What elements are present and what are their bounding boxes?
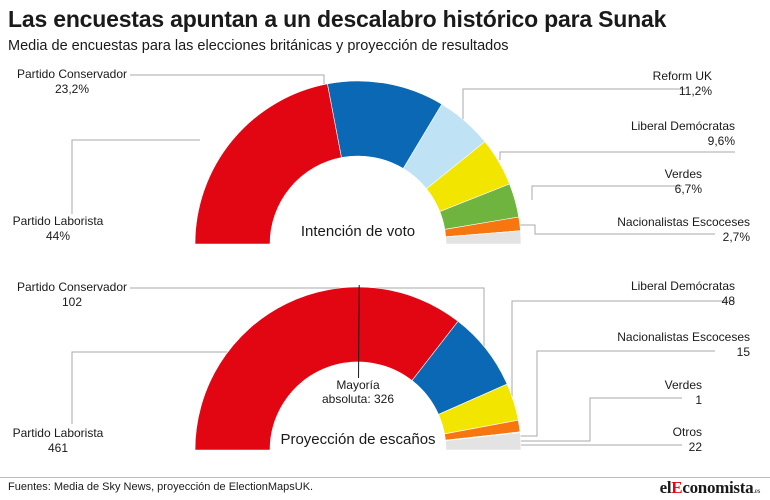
leader-line-partido-laborista (71, 351, 240, 424)
label-nacionalistas-escoceses: Nacionalistas Escoceses 2,7% (617, 215, 750, 244)
chart-subtitle: Media de encuestas para las elecciones b… (8, 38, 509, 54)
majority-label-line1: Mayoría (336, 378, 380, 392)
label-verdes: Verdes 1 (665, 378, 703, 407)
label-name-liberal-democratas: Liberal Demócratas (631, 279, 735, 293)
label-value-partido-conservador: 102 (62, 295, 82, 309)
slice-otros (445, 432, 522, 451)
label-name-nacionalistas-escoceses: Nacionalistas Escoceses (617, 330, 750, 344)
slice-unlabelled (445, 230, 522, 245)
label-reform-uk: Reform UK 11,2% (653, 69, 713, 98)
label-name-partido-conservador: Partido Conservador (17, 67, 127, 81)
label-name-partido-laborista: Partido Laborista (13, 214, 104, 228)
label-value-reform-uk: 11,2% (679, 84, 712, 98)
label-value-nacionalistas-escoceses: 2,7% (723, 230, 751, 244)
source-note: Fuentes: Media de Sky News, proyección d… (8, 481, 314, 493)
label-value-nacionalistas-escoceses: 15 (737, 345, 751, 359)
majority-label: Mayoría absoluta: 326 (322, 378, 394, 406)
seat-projection-chart: Mayoría absoluta: 326 Proyección de escaño… (13, 279, 751, 455)
label-partido-conservador: Partido Conservador 102 (17, 280, 127, 309)
label-value-liberal-democratas: 9,6% (708, 134, 736, 148)
label-nacionalistas-escoceses: Nacionalistas Escoceses 15 (617, 330, 750, 359)
majority-line (358, 285, 360, 379)
leader-line-nacionalistas-escoceses (520, 224, 715, 235)
label-name-nacionalistas-escoceses: Nacionalistas Escoceses (617, 215, 750, 229)
center-label: Proyección de escaños (280, 431, 435, 448)
label-liberal-democratas: Liberal Demócratas 48 (631, 279, 735, 308)
label-partido-conservador: Partido Conservador 23,2% (17, 67, 127, 96)
leader-line-partido-conservador (130, 74, 325, 84)
leader-line-liberal-democratas (511, 300, 735, 405)
label-name-partido-laborista: Partido Laborista (13, 426, 104, 440)
leader-line-liberal-democratas (499, 151, 735, 160)
leader-line-nacionalistas-escoceses (520, 350, 715, 437)
majority-label-line2: absoluta: 326 (322, 392, 394, 406)
footer: Fuentes: Media de Sky News, proyección d… (0, 477, 770, 500)
label-verdes: Verdes 6,7% (665, 167, 703, 196)
leader-line-partido-conservador (130, 287, 485, 352)
label-name-liberal-democratas: Liberal Demócratas (631, 119, 735, 133)
logo-suffix: .es (753, 487, 760, 495)
label-name-verdes: Verdes (665, 378, 702, 392)
leader-line-partido-laborista (71, 139, 200, 214)
label-partido-laborista: Partido Laborista 44% (13, 214, 104, 243)
label-name-otros: Otros (673, 425, 702, 439)
label-value-liberal-democratas: 48 (722, 294, 736, 308)
logo-prefix: el (659, 478, 672, 497)
label-value-partido-laborista: 461 (48, 441, 68, 455)
label-value-verdes: 1 (695, 393, 702, 407)
label-name-verdes: Verdes (665, 167, 702, 181)
slice-partido-laborista (194, 286, 459, 451)
label-name-reform-uk: Reform UK (653, 69, 712, 83)
leader-line-verdes (531, 185, 682, 200)
label-value-partido-conservador: 23,2% (55, 82, 89, 96)
chart-title: Las encuestas apuntan a un descalabro hi… (8, 6, 667, 32)
publisher-logo: elEconomista.es (659, 478, 761, 498)
logo-highlight: E (671, 478, 683, 497)
center-label: Intención de voto (301, 223, 415, 240)
label-value-partido-laborista: 44% (46, 229, 70, 243)
label-liberal-democratas: Liberal Demócratas 9,6% (631, 119, 735, 148)
label-value-otros: 22 (689, 440, 703, 454)
label-partido-laborista: Partido Laborista 461 (13, 426, 104, 455)
label-value-verdes: 6,7% (675, 182, 703, 196)
label-otros: Otros 22 (673, 425, 703, 454)
label-name-partido-conservador: Partido Conservador (17, 280, 127, 294)
slice-partido-laborista (194, 83, 342, 245)
logo-rest: conomista (682, 478, 754, 497)
leader-line-reform-uk (462, 88, 685, 124)
leader-line-verdes (520, 397, 682, 442)
